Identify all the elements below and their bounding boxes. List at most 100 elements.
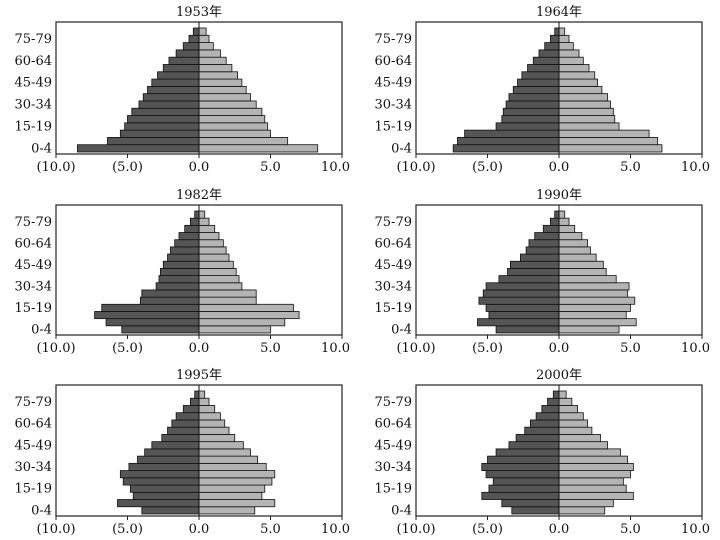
female-bar — [198, 115, 266, 124]
age-group-label: 0-4 — [391, 503, 412, 518]
age-group-label: 0-4 — [31, 141, 52, 156]
female-bar — [558, 448, 621, 457]
female-bar — [198, 412, 221, 421]
x-tick-label: 10.0 — [681, 341, 710, 356]
female-bar — [198, 275, 240, 284]
female-bar — [558, 470, 631, 479]
male-bar — [144, 448, 200, 457]
female-bar — [558, 129, 650, 138]
female-bar — [558, 434, 601, 443]
female-bar — [198, 210, 206, 219]
x-tick-label: (5.0) — [112, 522, 143, 537]
x-tick-label: 5.0 — [260, 341, 281, 356]
male-bar — [159, 268, 200, 276]
age-group-label: 60-64 — [15, 417, 52, 432]
female-bar — [198, 253, 230, 262]
female-bar — [198, 224, 216, 233]
female-bar — [558, 477, 624, 486]
x-tick-label: (10.0) — [396, 341, 435, 356]
female-bar — [558, 462, 634, 471]
male-bar — [452, 144, 560, 153]
male-bar — [190, 397, 200, 406]
age-group-label: 60-64 — [375, 417, 412, 432]
male-bar — [478, 296, 560, 305]
female-bar — [558, 303, 631, 312]
male-bar — [519, 253, 560, 262]
male-bar — [94, 311, 200, 320]
female-bar — [198, 325, 271, 334]
female-bar — [558, 107, 614, 116]
x-tick-label: (10.0) — [36, 341, 75, 356]
male-bar — [485, 282, 560, 291]
female-bar — [198, 85, 247, 95]
x-tick-label: 10.0 — [681, 160, 710, 175]
age-group-label: 60-64 — [15, 236, 52, 251]
male-bar — [77, 144, 200, 153]
female-bar — [198, 42, 214, 51]
male-bar — [194, 390, 200, 399]
female-bar — [198, 232, 220, 241]
male-bar — [155, 282, 200, 291]
age-group-label: 30-34 — [15, 279, 52, 294]
female-bar — [198, 56, 227, 65]
female-bar — [198, 144, 319, 153]
female-bar — [198, 246, 227, 255]
female-bar — [198, 499, 276, 508]
x-tick-label: 0.0 — [189, 341, 210, 356]
female-bar — [558, 426, 593, 435]
x-tick-label: 5.0 — [620, 341, 641, 356]
male-bar — [532, 56, 560, 65]
female-bar — [198, 268, 237, 276]
male-bar — [508, 441, 560, 450]
age-group-label: 75-79 — [15, 395, 52, 410]
female-bar — [198, 282, 243, 291]
male-bar — [175, 412, 200, 421]
male-bar — [554, 27, 560, 36]
pyramid-panel: 1982年 0-4 15-19 30-34 45-49 60-64 75-79 (10.0) (… — [15, 188, 350, 356]
male-bar — [501, 115, 560, 124]
male-bar — [509, 260, 560, 269]
male-bar — [132, 491, 200, 500]
male-bar — [508, 93, 560, 102]
male-bar — [171, 419, 200, 428]
female-bar — [198, 419, 226, 428]
male-bar — [512, 85, 560, 95]
female-bar — [558, 268, 607, 276]
female-bar — [558, 34, 570, 43]
male-bar — [175, 49, 200, 58]
male-bar — [547, 397, 560, 406]
female-bar — [558, 311, 627, 320]
female-bar — [558, 49, 580, 58]
age-group-label: 30-34 — [15, 460, 52, 475]
female-bar — [198, 107, 263, 116]
male-bar — [534, 232, 560, 241]
male-bar — [178, 232, 200, 241]
male-bar — [464, 129, 560, 138]
female-bar — [558, 239, 589, 248]
x-tick-label: (5.0) — [472, 522, 503, 537]
male-bar — [128, 462, 200, 471]
male-bar — [151, 441, 200, 450]
male-bar — [168, 56, 200, 65]
male-bar — [131, 107, 200, 116]
female-bar — [558, 325, 620, 334]
male-bar — [192, 27, 200, 36]
male-bar — [482, 289, 560, 298]
panel-title: 1964年 — [536, 5, 582, 20]
female-bar — [558, 484, 627, 493]
age-group-label: 75-79 — [375, 32, 412, 47]
male-bar — [157, 71, 200, 80]
female-bar — [198, 318, 286, 327]
male-bar — [174, 239, 200, 248]
male-bar — [495, 122, 560, 131]
x-tick-label: 5.0 — [260, 522, 281, 537]
male-bar — [487, 455, 560, 464]
female-bar — [198, 462, 267, 471]
x-tick-label: 0.0 — [189, 160, 210, 175]
male-bar — [119, 470, 200, 479]
panel-title: 1953年 — [176, 5, 222, 20]
male-bar — [162, 64, 200, 73]
female-bar — [558, 56, 584, 65]
male-bar — [495, 325, 560, 334]
female-bar — [198, 71, 239, 80]
